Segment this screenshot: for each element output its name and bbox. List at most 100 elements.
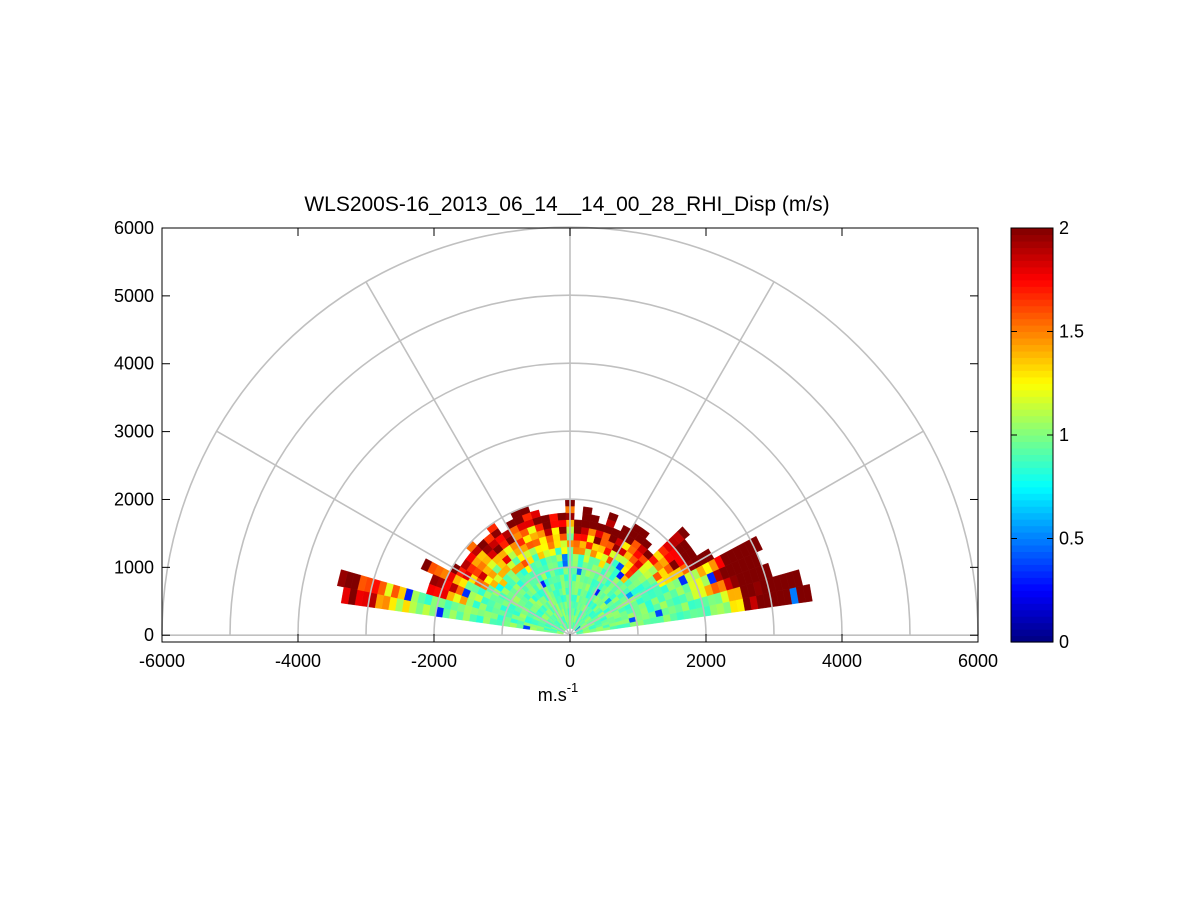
colorbar-step xyxy=(1011,396,1053,404)
colorbar-step xyxy=(1011,441,1053,449)
scan-cell xyxy=(677,526,691,540)
scan-cell xyxy=(802,584,813,603)
x-tick-label: -6000 xyxy=(139,651,185,671)
colorbar-step xyxy=(1011,454,1053,462)
y-tick-label: 0 xyxy=(144,625,154,645)
scan-cell xyxy=(573,519,583,528)
scan-cell xyxy=(550,526,560,536)
scan-cell xyxy=(558,526,567,535)
colorbar: 0 0.5 1 1.5 2 xyxy=(1010,218,1084,652)
colorbar-step xyxy=(1011,447,1053,456)
colorbar-step xyxy=(1011,532,1053,540)
colorbar-step xyxy=(1011,279,1053,287)
x-tick-label: 6000 xyxy=(958,651,998,671)
colorbar-step xyxy=(1011,357,1053,365)
colorbar-step xyxy=(1011,616,1053,624)
polar-spoke xyxy=(365,281,571,636)
chart-title: WLS200S-16_2013_06_14__14_00_28_RHI_Disp… xyxy=(304,193,829,216)
colorbar-tick-label: 0.5 xyxy=(1059,529,1084,549)
y-tick-label: 6000 xyxy=(114,218,154,238)
colorbar-step xyxy=(1011,629,1053,637)
colorbar-step xyxy=(1011,519,1053,527)
scan-cell xyxy=(578,547,586,556)
colorbar-step xyxy=(1011,590,1053,598)
colorbar-step xyxy=(1011,622,1053,630)
scan-cell xyxy=(607,512,619,522)
colorbar-step xyxy=(1011,635,1053,643)
colorbar-step xyxy=(1011,331,1053,339)
scan-cell xyxy=(589,514,600,524)
x-axis-label: m.s-1 xyxy=(538,680,579,705)
scan-cell xyxy=(572,553,579,562)
colorbar-step xyxy=(1011,525,1053,533)
colorbar-step xyxy=(1011,551,1053,559)
polar-grid xyxy=(161,226,979,637)
scan-cell xyxy=(482,616,491,625)
colorbar-step xyxy=(1011,570,1053,578)
colorbar-step xyxy=(1011,460,1053,468)
colorbar-step xyxy=(1011,376,1053,384)
scan-cell xyxy=(571,587,576,595)
polar-spoke xyxy=(569,281,775,636)
scan-cell xyxy=(791,569,804,588)
colorbar-step xyxy=(1011,603,1053,611)
colorbar-tick-label: 1 xyxy=(1059,425,1069,445)
scan-cell xyxy=(340,586,351,605)
colorbar-tick-label: 1.5 xyxy=(1059,322,1084,342)
colorbar-step xyxy=(1011,609,1053,617)
scan-cell xyxy=(560,546,568,555)
x-tick-label: 0 xyxy=(565,651,575,671)
scan-cell xyxy=(420,558,433,572)
colorbar-step xyxy=(1011,512,1053,520)
scan-cell xyxy=(580,526,590,536)
scan-cell xyxy=(570,594,575,602)
colorbar-step xyxy=(1011,473,1053,481)
scan-cell xyxy=(572,546,580,555)
colorbar-step xyxy=(1011,435,1053,443)
colorbar-step xyxy=(1011,564,1053,572)
colorbar-step xyxy=(1011,544,1053,553)
colorbar-step xyxy=(1011,299,1053,307)
colorbar-step xyxy=(1011,247,1053,255)
y-tick-label: 5000 xyxy=(114,286,154,306)
y-tick-label: 3000 xyxy=(114,422,154,442)
colorbar-step xyxy=(1011,253,1053,261)
y-tick-label: 2000 xyxy=(114,489,154,509)
scan-cell xyxy=(556,512,567,521)
colorbar-step xyxy=(1011,596,1053,604)
scan-cell xyxy=(571,567,578,575)
scan-cell xyxy=(573,526,582,535)
colorbar-step xyxy=(1011,292,1053,300)
y-tick-label: 4000 xyxy=(114,354,154,374)
colorbar-step xyxy=(1011,583,1053,591)
colorbar-step xyxy=(1011,318,1053,326)
scan-cell xyxy=(571,580,576,589)
scan-cell xyxy=(579,533,588,542)
colorbar-step xyxy=(1011,363,1053,371)
colorbar-step xyxy=(1011,506,1053,514)
colorbar-step xyxy=(1011,240,1053,249)
colorbar-step xyxy=(1011,305,1053,313)
colorbar-step xyxy=(1011,370,1053,378)
scan-cell xyxy=(557,519,567,528)
colorbar-step xyxy=(1011,383,1053,391)
polar-spoke xyxy=(569,430,924,636)
x-axis-label-text: m.s xyxy=(538,685,567,705)
scan-cell xyxy=(582,506,593,515)
scan-cell xyxy=(577,553,585,562)
colorbar-step xyxy=(1011,286,1053,294)
colorbar-step xyxy=(1011,467,1053,475)
colorbar-step xyxy=(1011,486,1053,494)
colorbar-step xyxy=(1011,325,1053,333)
polar-spoke xyxy=(216,430,571,636)
colorbar-step xyxy=(1011,577,1053,585)
colorbar-step xyxy=(1011,228,1053,236)
y-tick-label: 1000 xyxy=(114,557,154,577)
scan-cell xyxy=(573,533,581,541)
colorbar-tick-label: 0 xyxy=(1059,632,1069,652)
x-axis-label-superscript: -1 xyxy=(567,680,579,695)
plot-area xyxy=(161,226,979,637)
colorbar-step xyxy=(1011,389,1053,397)
